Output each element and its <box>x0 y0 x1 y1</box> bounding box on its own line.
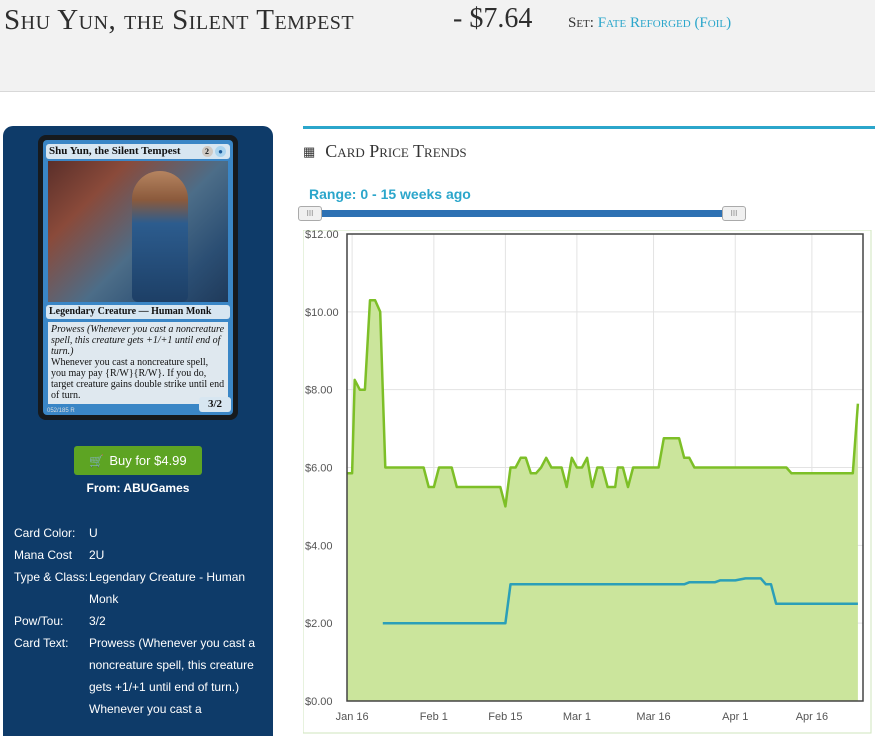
calendar-icon: ▦ <box>303 144 316 159</box>
price-chart-svg: $0.00 $2.00 $4.00 $6.00 $8.00 $10.00 $12.00 Jan… <box>302 229 872 734</box>
x-tick-label: Apr 16 <box>796 711 828 723</box>
card-name: Shu Yun, the Silent Tempest <box>49 145 181 157</box>
range-slider-fill <box>306 210 740 217</box>
range-label: Range: 0 - 15 weeks ago <box>309 186 471 202</box>
series-line-0 <box>347 298 860 508</box>
x-tick-label: Mar 1 <box>563 711 591 723</box>
set-label: Set: <box>568 15 594 31</box>
blue-mana-icon: ● <box>215 146 226 158</box>
info-label: Pow/Tou: <box>14 614 64 628</box>
buy-button[interactable]: 🛒 Buy for $4.99 <box>74 446 202 475</box>
range-slider-handle-start[interactable]: III <box>298 206 322 221</box>
price-chart: $0.00 $2.00 $4.00 $6.00 $8.00 $10.00 $12.00 Jan… <box>302 229 875 735</box>
series-area-0 <box>347 300 858 701</box>
y-tick-label: $10.00 <box>305 307 339 319</box>
buy-button-label: Buy for $4.99 <box>109 453 187 468</box>
card-name-bar: Shu Yun, the Silent Tempest 2 ● <box>46 144 230 159</box>
info-value: 2U <box>89 548 105 562</box>
monk-figure <box>132 171 188 302</box>
card-price: - $7.64 <box>453 3 533 34</box>
info-label: Card Text: <box>14 636 69 650</box>
info-label: Card Color: <box>14 526 76 540</box>
x-tick-label: Mar 16 <box>636 711 670 723</box>
info-value: Prowess (Whenever you cast a noncreature… <box>89 636 256 716</box>
card-rules-text: Whenever you cast a noncreature spell, y… <box>51 357 225 401</box>
y-tick-label: $4.00 <box>305 540 333 552</box>
card-power-toughness: 3/2 <box>199 397 231 412</box>
set-info: Set: Fate Reforged (Foil) <box>568 15 731 32</box>
range-slider-handle-end[interactable]: III <box>722 206 746 221</box>
panel-title: ▦ Card Price Trends <box>303 141 467 161</box>
set-link[interactable]: Fate Reforged (Foil) <box>597 15 732 31</box>
y-tick-label: $2.00 <box>305 618 333 630</box>
range-slider[interactable]: III III <box>298 206 746 221</box>
generic-mana-icon: 2 <box>201 146 213 158</box>
y-tick-label: $6.00 <box>305 463 333 475</box>
plot-border <box>346 233 864 702</box>
x-tick-label: Apr 1 <box>722 711 748 723</box>
info-row-card-text: Card Text: Prowess (Whenever you cast a … <box>14 632 269 720</box>
info-row-mana-cost: Mana Cost 2U <box>14 544 269 566</box>
series-line-1 <box>382 577 858 625</box>
info-row-pow-tou: Pow/Tou: 3/2 <box>14 610 269 632</box>
x-tick-label: Jan 16 <box>336 711 369 723</box>
card-mana-cost: 2 ● <box>201 144 226 159</box>
x-tick-label: Feb 15 <box>488 711 522 723</box>
page-header: Shu Yun, the Silent Tempest - $7.64 Set:… <box>0 0 875 92</box>
page-title: Shu Yun, the Silent Tempest <box>4 4 355 36</box>
x-tick-label: Feb 1 <box>420 711 448 723</box>
card-artwork <box>48 161 228 302</box>
info-row-type: Type & Class: Legendary Creature - Human… <box>14 566 269 610</box>
info-value: Legendary Creature - Human Monk <box>89 570 246 606</box>
info-value: 3/2 <box>89 614 106 628</box>
info-label: Mana Cost <box>14 548 73 562</box>
card-reminder-text: Prowess (Whenever you cast a noncreature… <box>51 324 225 357</box>
info-row-color: Card Color: U <box>14 522 269 544</box>
card-collector-number: 052/185 R <box>47 408 75 414</box>
price-trends-panel: ▦ Card Price Trends Range: 0 - 15 weeks a… <box>298 126 875 735</box>
seller-info: From: ABUGames <box>86 481 190 495</box>
info-label: Type & Class: <box>14 570 89 584</box>
card-image: Shu Yun, the Silent Tempest 2 ● Legendar… <box>38 135 238 420</box>
card-info-list: Card Color: U Mana Cost 2U Type & Class:… <box>14 522 269 720</box>
y-tick-label: $0.00 <box>305 696 333 708</box>
card-type-line: Legendary Creature — Human Monk <box>46 305 230 319</box>
cart-icon: 🛒 <box>89 454 105 468</box>
info-value: U <box>89 526 98 540</box>
y-tick-label: $8.00 <box>305 385 333 397</box>
card-sidebar: Shu Yun, the Silent Tempest 2 ● Legendar… <box>3 126 273 736</box>
y-tick-label: $12.00 <box>305 230 339 241</box>
card-rules-box: Prowess (Whenever you cast a noncreature… <box>48 322 228 404</box>
